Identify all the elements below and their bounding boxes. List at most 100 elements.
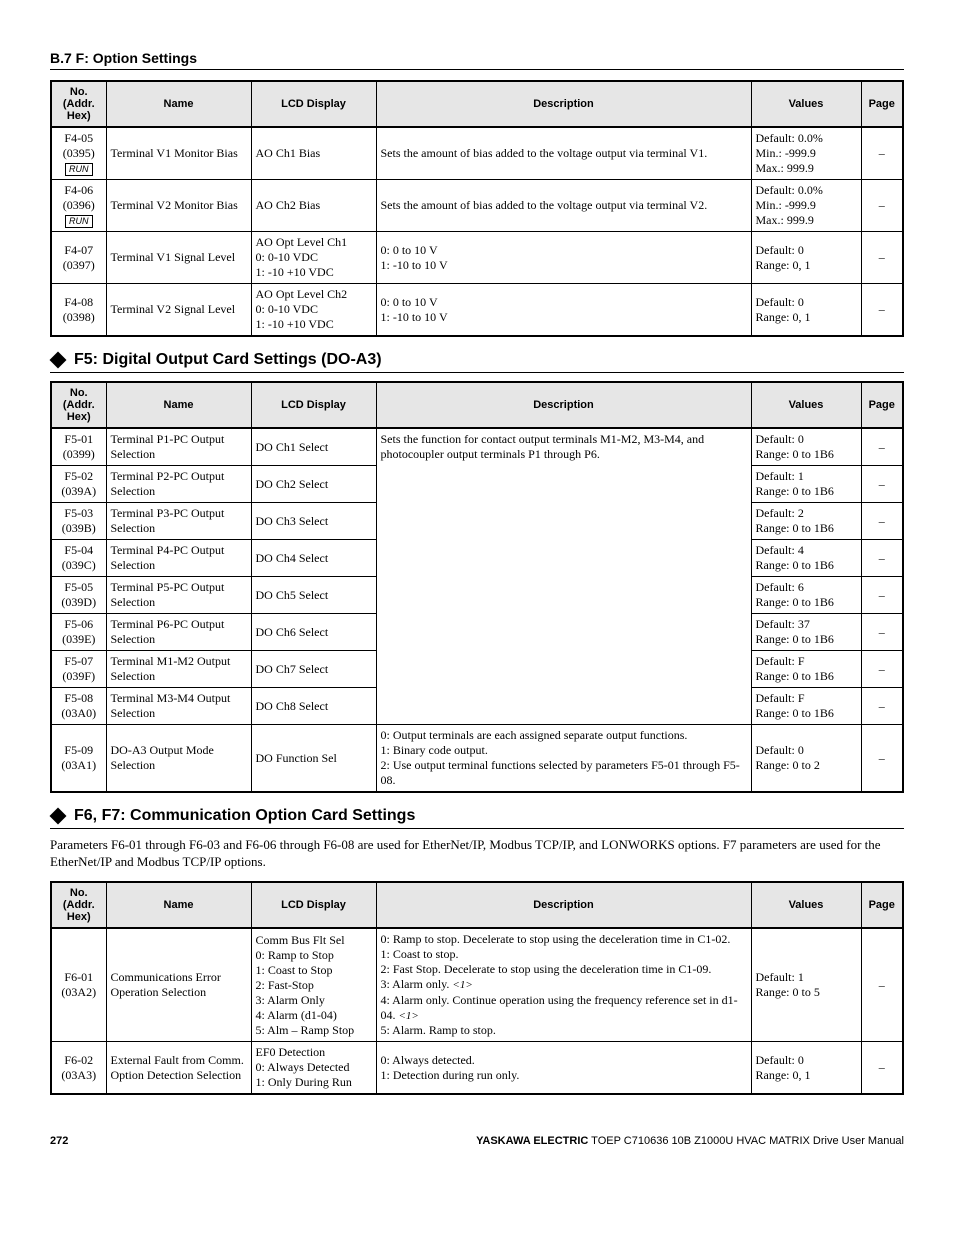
param-no: F5-01 — [56, 432, 102, 447]
cell-values: Default: 1Range: 0 to 1B6 — [751, 466, 861, 503]
cell-lcd: DO Ch3 Select — [251, 503, 376, 540]
col-header-page: Page — [861, 81, 903, 127]
cell-lcd: DO Ch2 Select — [251, 466, 376, 503]
col-header-lcd: LCD Display — [251, 882, 376, 928]
cell-name: Terminal M1-M2 Output Selection — [106, 651, 251, 688]
cell-no: F5-09(03A1) — [51, 725, 106, 793]
cell-values: Default: 1Range: 0 to 5 — [751, 928, 861, 1042]
cell-name: Terminal V1 Signal Level — [106, 232, 251, 284]
param-no: F4-07 — [56, 243, 102, 258]
diamond-icon — [50, 352, 67, 369]
cell-name: Terminal P6-PC Output Selection — [106, 614, 251, 651]
cell-lcd: Comm Bus Flt Sel0: Ramp to Stop1: Coast … — [251, 928, 376, 1042]
cell-page: – — [861, 725, 903, 793]
cell-no: F4-08(0398) — [51, 284, 106, 337]
param-addr: (0396) — [56, 198, 102, 213]
cell-lcd: DO Ch6 Select — [251, 614, 376, 651]
cell-no: F4-07(0397) — [51, 232, 106, 284]
run-tag: RUN — [65, 215, 93, 228]
cell-no: F5-04(039C) — [51, 540, 106, 577]
cell-desc: Sets the amount of bias added to the vol… — [376, 180, 751, 232]
cell-page: – — [861, 428, 903, 466]
page-number: 272 — [50, 1135, 68, 1147]
cell-lcd: AO Opt Level Ch10: 0-10 VDC1: -10 +10 VD… — [251, 232, 376, 284]
param-addr: (039F) — [56, 669, 102, 684]
cell-desc: 0: Output terminals are each assigned se… — [376, 725, 751, 793]
param-addr: (03A3) — [56, 1068, 102, 1083]
cell-desc: 0: Always detected.1: Detection during r… — [376, 1042, 751, 1095]
cell-values: Default: 2Range: 0 to 1B6 — [751, 503, 861, 540]
cell-no: F5-02(039A) — [51, 466, 106, 503]
cell-no: F4-05(0395)RUN — [51, 127, 106, 180]
col-header-no: No. (Addr. Hex) — [51, 382, 106, 428]
cell-lcd: DO Ch8 Select — [251, 688, 376, 725]
col-header-val: Values — [751, 382, 861, 428]
doc-title: TOEP C710636 10B Z1000U HVAC MATRIX Driv… — [588, 1135, 904, 1147]
cell-lcd: DO Ch7 Select — [251, 651, 376, 688]
cell-no: F5-06(039E) — [51, 614, 106, 651]
cell-page: – — [861, 466, 903, 503]
col-header-lcd: LCD Display — [251, 81, 376, 127]
param-addr: (039E) — [56, 632, 102, 647]
param-addr: (039D) — [56, 595, 102, 610]
cell-values: Default: 0Range: 0 to 2 — [751, 725, 861, 793]
param-no: F5-03 — [56, 506, 102, 521]
param-no: F5-02 — [56, 469, 102, 484]
table-header-row: No. (Addr. Hex) Name LCD Display Descrip… — [51, 81, 903, 127]
f6-intro: Parameters F6-01 through F6-03 and F6-06… — [50, 837, 904, 871]
cell-values: Default: 6Range: 0 to 1B6 — [751, 577, 861, 614]
col-header-name: Name — [106, 382, 251, 428]
param-addr: (03A2) — [56, 985, 102, 1000]
cell-values: Default: 0Range: 0, 1 — [751, 1042, 861, 1095]
col-header-desc: Description — [376, 382, 751, 428]
cell-name: Terminal P3-PC Output Selection — [106, 503, 251, 540]
cell-name: Terminal V2 Monitor Bias — [106, 180, 251, 232]
cell-lcd: DO Function Sel — [251, 725, 376, 793]
cell-page: – — [861, 1042, 903, 1095]
table-row: F5-01(0399)Terminal P1-PC Output Selecti… — [51, 428, 903, 466]
cell-page: – — [861, 540, 903, 577]
cell-page: – — [861, 688, 903, 725]
param-no: F4-08 — [56, 295, 102, 310]
col-header-lcd: LCD Display — [251, 382, 376, 428]
table-row: F4-08(0398)Terminal V2 Signal LevelAO Op… — [51, 284, 903, 337]
cell-lcd: AO Opt Level Ch20: 0-10 VDC1: -10 +10 VD… — [251, 284, 376, 337]
cell-name: Communications Error Operation Selection — [106, 928, 251, 1042]
cell-page: – — [861, 232, 903, 284]
cell-desc: 0: 0 to 10 V1: -10 to 10 V — [376, 232, 751, 284]
table-row: F6-01(03A2)Communications Error Operatio… — [51, 928, 903, 1042]
col-header-no: No. (Addr. Hex) — [51, 81, 106, 127]
param-no: F4-05 — [56, 131, 102, 146]
cell-page: – — [861, 503, 903, 540]
page-footer: 272 YASKAWA ELECTRIC TOEP C710636 10B Z1… — [50, 1135, 904, 1147]
cell-desc: Sets the amount of bias added to the vol… — [376, 127, 751, 180]
run-tag: RUN — [65, 163, 93, 176]
diamond-icon — [50, 808, 67, 825]
param-addr: (039C) — [56, 558, 102, 573]
col-header-val: Values — [751, 882, 861, 928]
cell-values: Default: FRange: 0 to 1B6 — [751, 688, 861, 725]
cell-name: Terminal P5-PC Output Selection — [106, 577, 251, 614]
cell-page: – — [861, 127, 903, 180]
cell-name: Terminal V2 Signal Level — [106, 284, 251, 337]
cell-lcd: EF0 Detection0: Always Detected1: Only D… — [251, 1042, 376, 1095]
param-addr: (0397) — [56, 258, 102, 273]
f4-table: No. (Addr. Hex) Name LCD Display Descrip… — [50, 80, 904, 337]
col-header-no: No. (Addr. Hex) — [51, 882, 106, 928]
cell-no: F6-02(03A3) — [51, 1042, 106, 1095]
param-no: F6-02 — [56, 1053, 102, 1068]
cell-values: Default: 0Range: 0, 1 — [751, 284, 861, 337]
param-addr: (03A1) — [56, 758, 102, 773]
param-no: F5-09 — [56, 743, 102, 758]
cell-name: Terminal P2-PC Output Selection — [106, 466, 251, 503]
table-row: F4-07(0397)Terminal V1 Signal LevelAO Op… — [51, 232, 903, 284]
col-header-name: Name — [106, 882, 251, 928]
table-row: F4-06(0396)RUNTerminal V2 Monitor BiasAO… — [51, 180, 903, 232]
table-row: F6-02(03A3)External Fault from Comm. Opt… — [51, 1042, 903, 1095]
col-header-val: Values — [751, 81, 861, 127]
param-addr: (039B) — [56, 521, 102, 536]
col-header-desc: Description — [376, 882, 751, 928]
col-header-page: Page — [861, 382, 903, 428]
col-header-page: Page — [861, 882, 903, 928]
param-addr: (0399) — [56, 447, 102, 462]
